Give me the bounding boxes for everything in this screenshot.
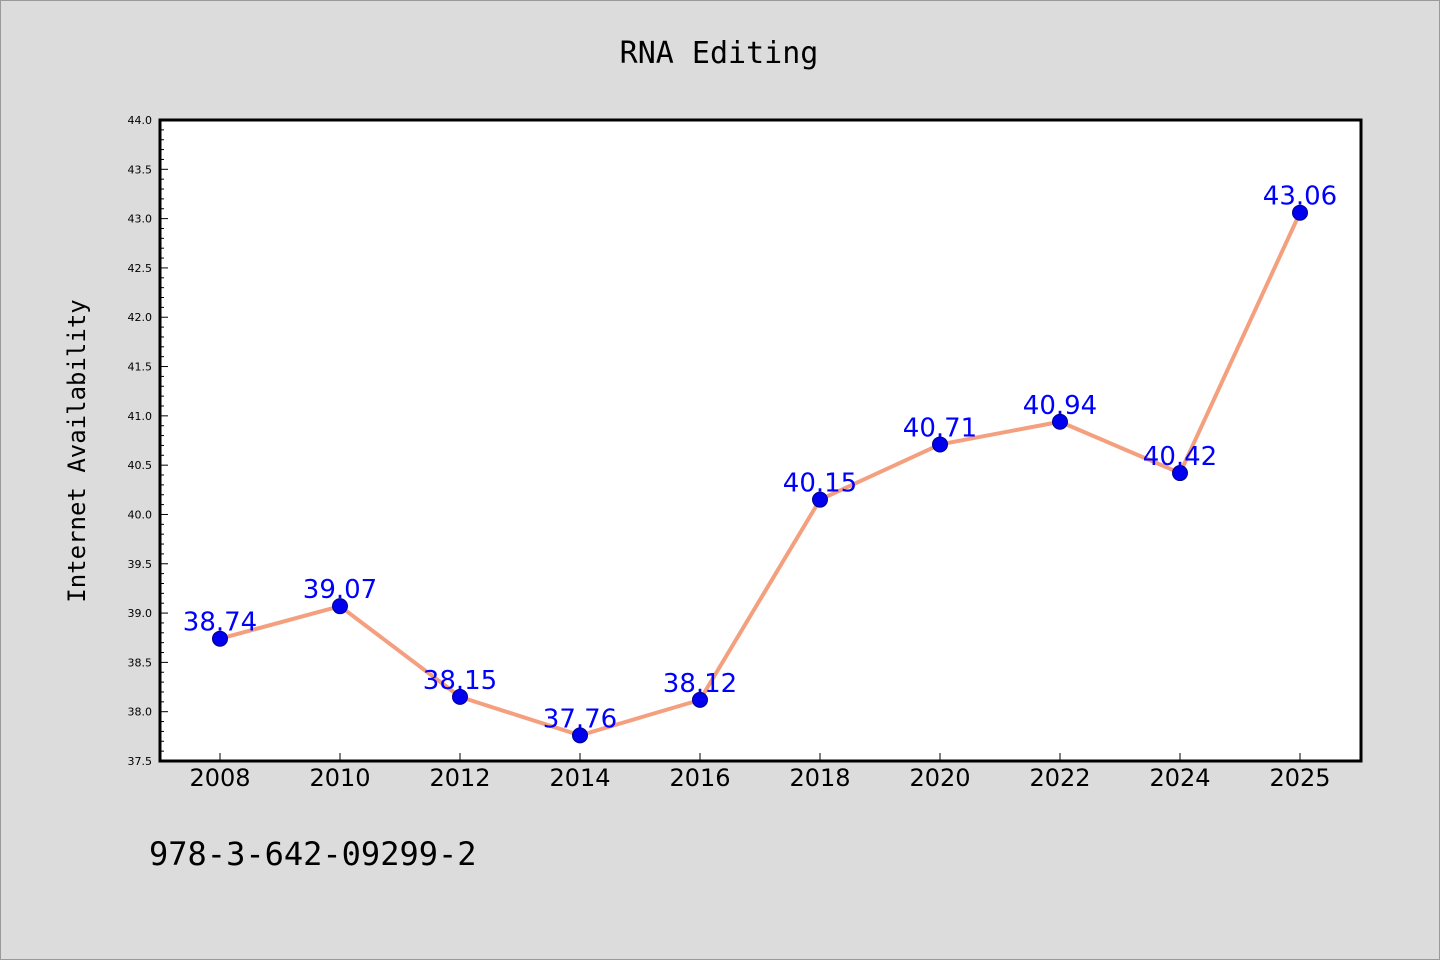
data-point: [572, 727, 588, 744]
y-axis: 37.5 38.0 38.5 39.0 39.5 40.0 40.5 41.0 41.5 42.0…: [128, 114, 168, 768]
data-label: 43.06: [1263, 182, 1337, 212]
series-line: [212, 204, 1308, 744]
x-tick-label: 2025: [1269, 764, 1330, 792]
data-label: 40.94: [1023, 391, 1097, 421]
x-tick-label: 2018: [789, 764, 850, 792]
data-label: 38.15: [423, 666, 497, 696]
data-point: [812, 491, 828, 508]
plot-area: [158, 118, 1363, 763]
y-tick-label: 38.5: [128, 656, 153, 669]
data-point: [452, 688, 468, 705]
series-polyline: [218, 210, 1302, 738]
data-label: 40.71: [903, 413, 977, 443]
y-tick-label: 38.0: [128, 706, 153, 719]
x-tick-label: 2020: [909, 764, 970, 792]
y-tick-label: 44.0: [128, 114, 153, 127]
y-tick-label: 42.0: [128, 311, 153, 324]
y-tick-label: 43.5: [128, 163, 153, 176]
x-tick-label: 2024: [1149, 764, 1210, 792]
data-label: 38.12: [663, 669, 737, 699]
x-tick-label: 2012: [429, 764, 490, 792]
data-label: 39.07: [303, 575, 377, 605]
y-tick-label: 42.5: [128, 262, 153, 275]
data-label: 38.74: [183, 608, 257, 638]
data-point: [932, 436, 948, 453]
data-point: [212, 630, 228, 647]
data-point: [1172, 465, 1188, 482]
y-tick-label: 40.0: [128, 508, 153, 521]
data-point: [1292, 204, 1308, 221]
y-tick-label: 41.0: [128, 410, 153, 423]
data-label: 40.42: [1143, 442, 1217, 472]
data-label: 40.15: [783, 469, 857, 499]
data-point: [692, 691, 708, 708]
y-tick-label: 41.5: [128, 361, 153, 374]
data-label: 37.76: [543, 704, 617, 734]
y-tick-label: 43.0: [128, 213, 153, 226]
y-tick-label: 40.5: [128, 459, 153, 472]
footer-isbn: 978-3-642-09299-2: [149, 835, 477, 873]
x-tick-label: 2008: [189, 764, 250, 792]
y-axis-label: Internet Availability: [63, 299, 91, 602]
chart-title: RNA Editing: [620, 36, 819, 71]
x-tick-label: 2014: [549, 764, 610, 792]
x-tick-label: 2010: [309, 764, 370, 792]
data-point: [332, 598, 348, 615]
x-tick-label: 2016: [669, 764, 730, 792]
x-tick-label: 2022: [1029, 764, 1090, 792]
y-tick-label: 39.5: [128, 558, 153, 571]
x-axis: 2008 2010 2012 2014 2016 2018 2020 2022 2024 2025: [189, 753, 1331, 792]
y-tick-label: 37.5: [128, 755, 153, 768]
data-point: [1052, 413, 1068, 430]
y-tick-label: 39.0: [128, 607, 153, 620]
data-labels: 38.74 39.07 38.15 37.76 38.12 40.15 40.71 40.94…: [183, 182, 1337, 735]
